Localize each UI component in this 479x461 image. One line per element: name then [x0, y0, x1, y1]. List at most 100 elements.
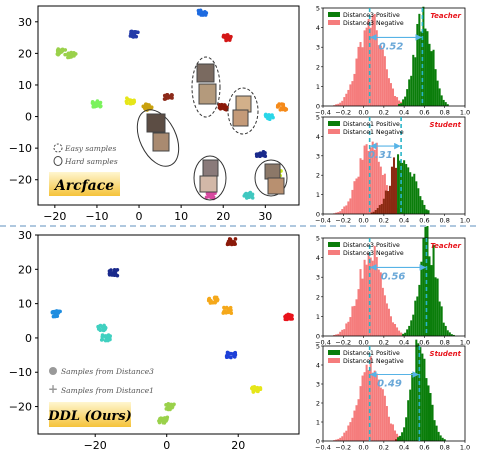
negative-bar — [349, 84, 352, 106]
scatter-point — [112, 267, 117, 272]
negative-bar — [391, 88, 394, 106]
scatter-point — [53, 314, 58, 319]
positive-bar — [376, 208, 379, 214]
scatter-point — [169, 92, 174, 97]
positive-bar — [402, 99, 405, 106]
scatter-point — [281, 103, 285, 107]
scatter-point — [164, 419, 168, 423]
scatter-point — [264, 114, 268, 119]
scatter-point — [254, 387, 258, 392]
x-tick-label: 0.0 — [358, 339, 368, 347]
negative-bar — [381, 389, 384, 441]
x-tick-label: 30 — [258, 210, 272, 223]
negative-bar — [385, 69, 388, 106]
distance3-legend-marker — [49, 367, 57, 375]
negative-bar — [363, 259, 366, 336]
scatter-point — [252, 384, 257, 389]
x-tick-label: 0.4 — [399, 217, 409, 225]
scatter-point — [232, 354, 237, 359]
positive-bar — [413, 173, 416, 214]
negative-bar — [337, 438, 340, 441]
method-badge — [49, 402, 131, 427]
x-tick-label: 0.0 — [358, 109, 368, 117]
positive-bar — [372, 211, 375, 214]
distance1-legend-marker: + — [48, 382, 58, 396]
scatter-point — [249, 192, 253, 197]
scatter-point — [206, 193, 211, 198]
scatter-point — [250, 196, 255, 200]
y-tick-label: 2 — [316, 63, 320, 71]
negative-bar — [355, 178, 358, 214]
x-tick-label: 0.2 — [379, 339, 389, 347]
y-tick-label: 30 — [18, 229, 32, 242]
positive-bar — [407, 167, 410, 214]
negative-bar — [365, 27, 368, 106]
scatter-point — [229, 351, 233, 356]
scatter-point — [226, 240, 231, 244]
x-tick-label: 0.8 — [440, 109, 450, 117]
negative-bar — [379, 272, 382, 336]
positive-bar — [434, 69, 437, 106]
scatter-point — [172, 402, 176, 407]
histogram-panel: 0 1 2 3 4 5 −0.4 −0.2 0.0 0.2 0.4 0.6 0.8 1.0 0.31 Dist… — [315, 114, 470, 225]
scatter-point — [56, 52, 60, 57]
positive-bar — [409, 172, 412, 214]
y-tick-label: 0 — [316, 211, 320, 219]
negative-bar — [383, 395, 386, 441]
hard-legend-marker — [53, 156, 63, 166]
x-tick-label: 0.8 — [440, 217, 450, 225]
negative-bar — [377, 161, 380, 214]
negative-bar — [341, 100, 344, 106]
positive-bar — [426, 225, 429, 336]
negative-bar — [387, 416, 390, 441]
scatter-point — [97, 324, 101, 329]
scatter-point — [226, 310, 231, 315]
negative-bar — [369, 257, 372, 336]
positive-bar — [411, 176, 414, 214]
negative-bar — [349, 422, 352, 441]
x-tick-label: −0.2 — [335, 339, 351, 347]
negative-bar — [347, 321, 350, 336]
negative-bar — [361, 47, 364, 106]
panel-tag: Teacher — [430, 12, 461, 20]
face-thumbnails — [136, 56, 288, 201]
negative-bar — [349, 317, 352, 336]
y-tick-label: 10 — [18, 298, 32, 311]
scatter-point — [108, 271, 113, 276]
y-tick-label: 0 — [25, 111, 32, 124]
positive-bar — [435, 425, 438, 441]
x-tick-label: 0.6 — [419, 109, 429, 117]
positive-bar — [426, 31, 429, 107]
histogram-frame — [322, 116, 466, 215]
positive-bar — [410, 320, 413, 336]
negative-bar — [339, 331, 342, 336]
scatter-point — [164, 407, 169, 411]
negative-bar — [339, 211, 342, 214]
x-tick-label: −20 — [84, 439, 107, 452]
y-tick-label: 5 — [316, 114, 320, 122]
positive-bar — [416, 23, 419, 107]
scatter-point — [90, 100, 95, 104]
scatter-point — [222, 309, 227, 313]
positive-bar — [444, 325, 447, 336]
scatter-point — [170, 405, 174, 410]
positive-bar — [384, 190, 387, 214]
x-tick-label: 0 — [136, 210, 143, 223]
negative-bar — [343, 206, 346, 214]
scatter-point — [131, 35, 136, 39]
histogram-frame — [322, 345, 466, 442]
y-tick-label: 5 — [316, 343, 320, 351]
y-tick-label: −10 — [9, 366, 32, 379]
scatter-frame — [37, 234, 300, 435]
positive-bar — [432, 49, 435, 106]
scatter-point — [229, 311, 234, 316]
x-tick-label: 0.0 — [358, 444, 368, 452]
positive-bar — [418, 13, 421, 107]
scatter-point — [163, 416, 167, 420]
positive-bar — [421, 353, 424, 441]
legend-label-negative: Distance1 Negative — [343, 358, 404, 365]
negative-bar — [379, 166, 382, 214]
scatter-point — [267, 113, 271, 117]
scatter-point — [55, 49, 60, 54]
